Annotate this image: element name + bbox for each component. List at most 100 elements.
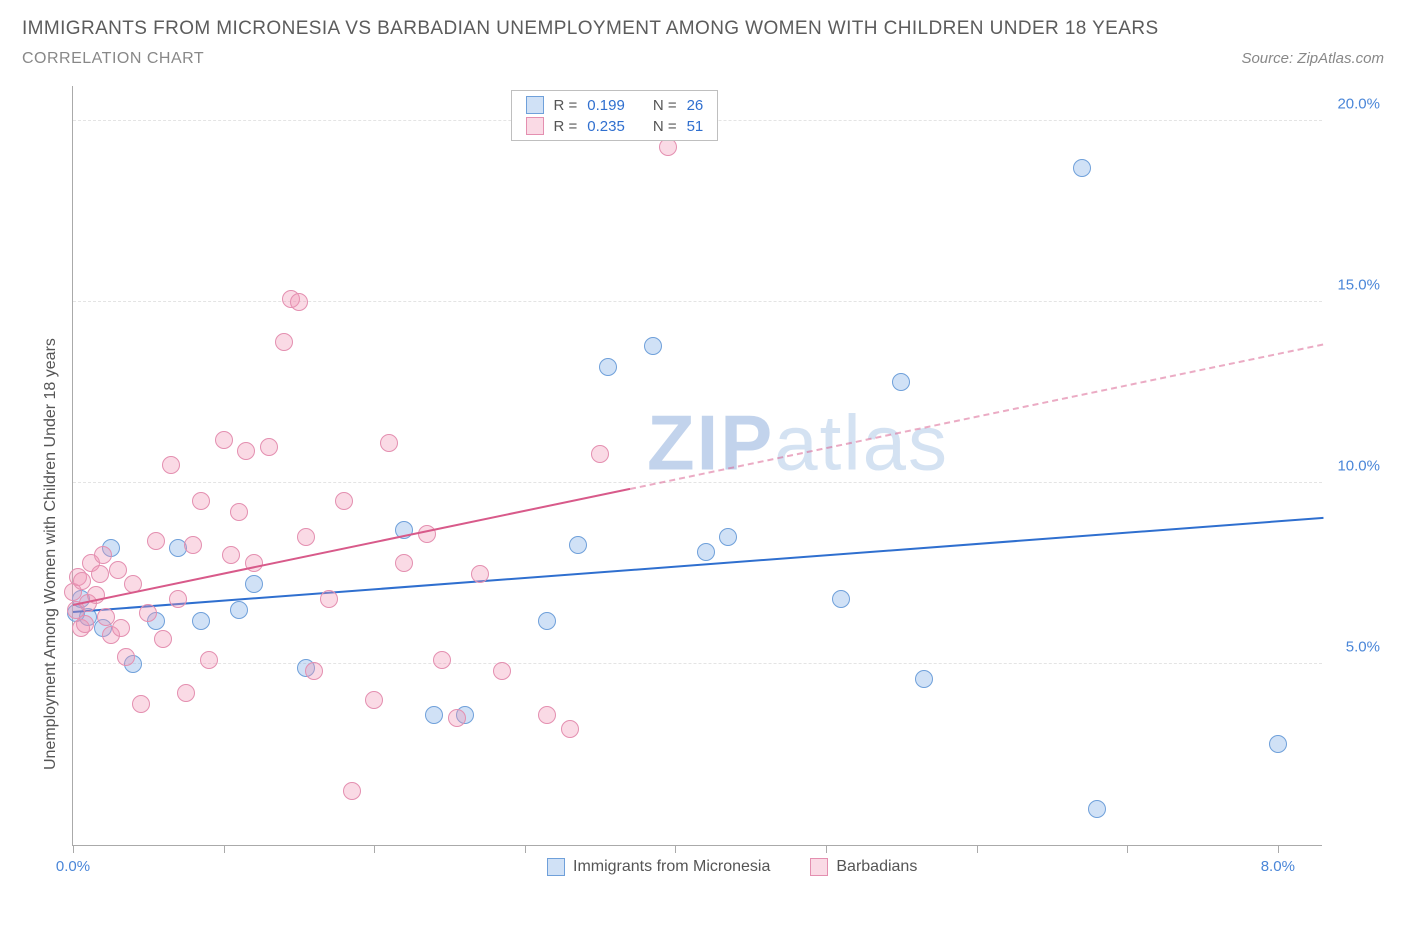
legend-n-value: 26 bbox=[687, 97, 704, 114]
data-point bbox=[380, 434, 398, 452]
chart-subtitle: Correlation Chart bbox=[22, 50, 204, 68]
data-point bbox=[915, 670, 933, 688]
data-point bbox=[200, 651, 218, 669]
data-point bbox=[112, 619, 130, 637]
legend-swatch bbox=[547, 858, 565, 876]
data-point bbox=[538, 612, 556, 630]
data-point bbox=[237, 442, 255, 460]
data-point bbox=[719, 528, 737, 546]
series-name: Immigrants from Micronesia bbox=[573, 858, 770, 876]
data-point bbox=[245, 575, 263, 593]
data-point bbox=[425, 706, 443, 724]
data-point bbox=[305, 662, 323, 680]
y-tick-label: 5.0% bbox=[1346, 639, 1380, 656]
data-point bbox=[230, 601, 248, 619]
data-point bbox=[365, 691, 383, 709]
gridline-h bbox=[73, 663, 1322, 664]
y-tick-label: 20.0% bbox=[1337, 96, 1380, 113]
x-tick bbox=[826, 845, 827, 853]
data-point bbox=[162, 456, 180, 474]
legend-swatch bbox=[810, 858, 828, 876]
x-tick bbox=[374, 845, 375, 853]
x-tick bbox=[977, 845, 978, 853]
data-point bbox=[697, 543, 715, 561]
source-attribution: Source: ZipAtlas.com bbox=[1241, 50, 1384, 67]
x-tick bbox=[1127, 845, 1128, 853]
legend-r-value: 0.235 bbox=[587, 118, 625, 135]
data-point bbox=[320, 590, 338, 608]
data-point bbox=[73, 572, 91, 590]
data-point bbox=[215, 431, 233, 449]
data-point bbox=[117, 648, 135, 666]
data-point bbox=[832, 590, 850, 608]
data-point bbox=[569, 536, 587, 554]
data-point bbox=[192, 612, 210, 630]
legend-r-label: R = bbox=[554, 97, 578, 114]
data-point bbox=[1088, 800, 1106, 818]
x-tick-label: 0.0% bbox=[56, 858, 90, 875]
data-point bbox=[109, 561, 127, 579]
data-point bbox=[493, 662, 511, 680]
data-point bbox=[892, 373, 910, 391]
data-point bbox=[139, 604, 157, 622]
plot-area: 5.0%10.0%15.0%20.0%0.0%8.0%ZIPatlasR = 0… bbox=[72, 86, 1322, 846]
x-tick bbox=[675, 845, 676, 853]
data-point bbox=[260, 438, 278, 456]
legend-row: R = 0.199 N = 26 bbox=[526, 96, 704, 114]
data-point bbox=[184, 536, 202, 554]
series-legend-item: Immigrants from Micronesia bbox=[547, 858, 770, 876]
data-point bbox=[222, 546, 240, 564]
data-point bbox=[192, 492, 210, 510]
x-tick-label: 8.0% bbox=[1261, 858, 1295, 875]
data-point bbox=[91, 565, 109, 583]
data-point bbox=[538, 706, 556, 724]
series-legend: Immigrants from Micronesia Barbadians bbox=[547, 858, 917, 876]
data-point bbox=[335, 492, 353, 510]
data-point bbox=[471, 565, 489, 583]
series-name: Barbadians bbox=[836, 858, 917, 876]
legend-r-label: R = bbox=[554, 118, 578, 135]
legend-n-value: 51 bbox=[687, 118, 704, 135]
legend-n-label: N = bbox=[653, 97, 677, 114]
y-tick-label: 10.0% bbox=[1337, 458, 1380, 475]
data-point bbox=[154, 630, 172, 648]
x-tick bbox=[1278, 845, 1279, 853]
data-point bbox=[290, 293, 308, 311]
legend-r-value: 0.199 bbox=[587, 97, 625, 114]
data-point bbox=[76, 615, 94, 633]
correlation-legend: R = 0.199 N = 26 R = 0.235N = 51 bbox=[511, 90, 719, 141]
legend-swatch bbox=[526, 96, 544, 114]
data-point bbox=[448, 709, 466, 727]
data-point bbox=[395, 554, 413, 572]
gridline-h bbox=[73, 301, 1322, 302]
data-point bbox=[230, 503, 248, 521]
correlation-scatter-chart: 5.0%10.0%15.0%20.0%0.0%8.0%ZIPatlasR = 0… bbox=[22, 86, 1322, 891]
y-axis-label: Unemployment Among Women with Children U… bbox=[42, 338, 60, 770]
chart-title: Immigrants from Micronesia vs Barbadian … bbox=[22, 18, 1159, 40]
trend-line-dashed bbox=[630, 344, 1323, 490]
data-point bbox=[644, 337, 662, 355]
data-point bbox=[94, 546, 112, 564]
data-point bbox=[169, 590, 187, 608]
data-point bbox=[599, 358, 617, 376]
data-point bbox=[1269, 735, 1287, 753]
x-tick bbox=[73, 845, 74, 853]
legend-swatch bbox=[526, 117, 544, 135]
data-point bbox=[1073, 159, 1091, 177]
data-point bbox=[591, 445, 609, 463]
data-point bbox=[433, 651, 451, 669]
x-tick bbox=[525, 845, 526, 853]
data-point bbox=[343, 782, 361, 800]
x-tick bbox=[224, 845, 225, 853]
data-point bbox=[147, 532, 165, 550]
data-point bbox=[561, 720, 579, 738]
data-point bbox=[418, 525, 436, 543]
series-legend-item: Barbadians bbox=[810, 858, 917, 876]
data-point bbox=[297, 528, 315, 546]
y-tick-label: 15.0% bbox=[1337, 277, 1380, 294]
legend-row: R = 0.235N = 51 bbox=[526, 117, 704, 135]
data-point bbox=[177, 684, 195, 702]
data-point bbox=[132, 695, 150, 713]
data-point bbox=[275, 333, 293, 351]
gridline-h bbox=[73, 482, 1322, 483]
